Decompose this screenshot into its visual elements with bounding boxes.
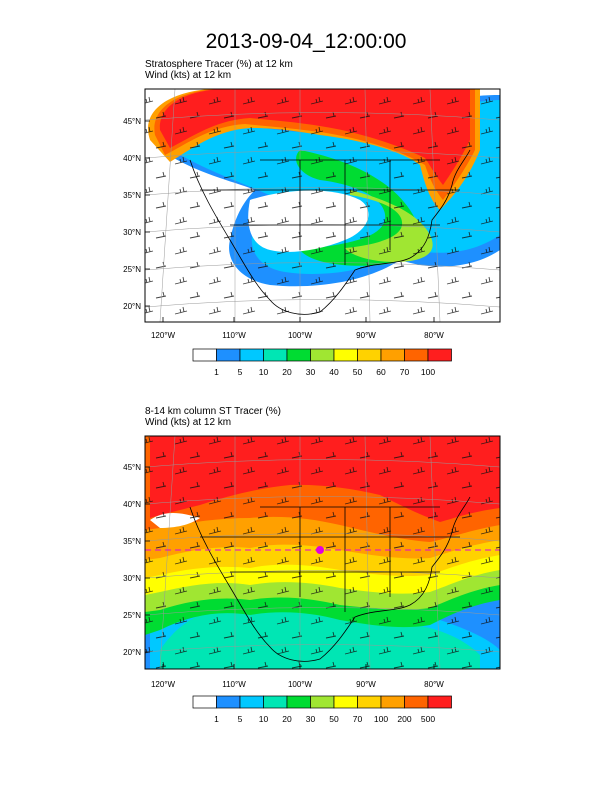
panel1-colorbar-label: 30: [306, 367, 316, 377]
panel1-colorbar-swatch: [239, 348, 264, 362]
panel2-lat-label: 45°N: [123, 463, 141, 472]
panel1-lat-label: 20°N: [123, 302, 141, 311]
panel1-title: Stratosphere Tracer (%) at 12 km Wind (k…: [145, 59, 293, 81]
panel1-colorbar-label: 5: [238, 367, 243, 377]
panel2-colorbar-label: 500: [421, 714, 435, 724]
panel1-figure: 45°N 40°N 35°N 30°N 25°N 20°N 120°W 110°…: [123, 88, 501, 377]
panel1-lon-label: 80°W: [424, 331, 444, 340]
panel2-lat-label: 25°N: [123, 611, 141, 620]
panel2-lat-label: 20°N: [123, 648, 141, 657]
panel2-colorbar-swatch: [192, 695, 217, 709]
panel1-colorbar-swatch: [286, 348, 311, 362]
panel1-colorbar-label: 50: [353, 367, 363, 377]
panel1-title-line1: Stratosphere Tracer (%) at 12 km: [145, 59, 293, 70]
panel2-lon-label: 120°W: [151, 680, 176, 689]
panel1-colorbar-swatch: [357, 348, 382, 362]
panel1-colorbar-swatch: [404, 348, 429, 362]
panel1-lat-label: 30°N: [123, 228, 141, 237]
panel1-lat-label: 40°N: [123, 154, 141, 163]
panel2-colorbar-label: 10: [259, 714, 269, 724]
figure-title: 2013-09-04_12:00:00: [205, 30, 407, 53]
panel2-lat-label: 30°N: [123, 574, 141, 583]
panel2-colorbar-swatch: [263, 695, 288, 709]
panel1-colorbar-swatch: [192, 348, 217, 362]
panel2-title: 8-14 km column ST Tracer (%) Wind (kts) …: [145, 406, 281, 428]
panel1-colorbar-label: 60: [376, 367, 386, 377]
panel2-colorbar: 1 5 10 20 30 50 70 100 200 500: [192, 695, 452, 724]
panel1-colorbar-label: 70: [400, 367, 410, 377]
panel2-colorbar-label: 1: [214, 714, 219, 724]
panel2-title-line1: 8-14 km column ST Tracer (%): [145, 406, 281, 417]
panel2-colorbar-label: 70: [353, 714, 363, 724]
panel1-colorbar-label: 10: [259, 367, 269, 377]
panel2-colorbar-label: 50: [329, 714, 339, 724]
panel1-lon-label: 120°W: [151, 331, 176, 340]
panel2-colorbar-swatch: [333, 695, 358, 709]
panel1-lat-label: 35°N: [123, 191, 141, 200]
panel1-colorbar-label: 100: [421, 367, 435, 377]
panel2-lon-label: 110°W: [222, 680, 246, 689]
panel2-colorbar-label: 5: [238, 714, 243, 724]
panel2-colorbar-swatch: [286, 695, 311, 709]
panel2-lat-label: 40°N: [123, 500, 141, 509]
panel2-lon-label: 90°W: [356, 680, 376, 689]
panel1-colorbar-label: 40: [329, 367, 339, 377]
panel1-colorbar-swatch: [380, 348, 405, 362]
panel1-lat-label: 45°N: [123, 117, 141, 126]
panel2-lat-label: 35°N: [123, 537, 141, 546]
panel2-colorbar-swatch: [427, 695, 452, 709]
panel1-colorbar-label: 1: [214, 367, 219, 377]
panel2-colorbar-swatch: [404, 695, 429, 709]
panel2-map-area: [145, 436, 500, 669]
panel2-map-frame: [144, 435, 501, 670]
panel1-colorbar-swatch: [333, 348, 358, 362]
panel2-colorbar-swatch: [216, 695, 241, 709]
panel1-colorbar-swatch: [216, 348, 241, 362]
panel1-colorbar: 1 5 10 20 30 40 50 60 70 100: [192, 348, 452, 377]
panel2-colorbar-swatch: [357, 695, 382, 709]
panel1-colorbar-swatch: [310, 348, 335, 362]
panel1-lon-label: 100°W: [288, 331, 313, 340]
panel1-colorbar-swatch: [427, 348, 452, 362]
panel2-colorbar-swatch: [380, 695, 405, 709]
panel2-colorbar-label: 100: [374, 714, 388, 724]
panel1-colorbar-label: 20: [282, 367, 292, 377]
panel2-colorbar-swatch: [310, 695, 335, 709]
panel1-lon-label: 110°W: [222, 331, 246, 340]
panel1-map-area: [145, 89, 500, 322]
panel2-colorbar-label: 20: [282, 714, 292, 724]
panel1-map-frame: [144, 88, 501, 323]
panel1-title-line2: Wind (kts) at 12 km: [145, 70, 232, 81]
panel2-figure: 45°N 40°N 35°N 30°N 25°N 20°N 120°W 110°…: [123, 435, 501, 724]
panel1-lat-label: 25°N: [123, 265, 141, 274]
panel1-colorbar-swatch: [263, 348, 288, 362]
panel2-lon-label: 100°W: [288, 680, 313, 689]
panel2-lon-label: 80°W: [424, 680, 444, 689]
panel2-title-line2: Wind (kts) at 12 km: [145, 417, 232, 428]
panel1-lon-label: 90°W: [356, 331, 376, 340]
panel2-colorbar-label: 200: [397, 714, 411, 724]
panel2-colorbar-swatch: [239, 695, 264, 709]
panel2-colorbar-label: 30: [306, 714, 316, 724]
